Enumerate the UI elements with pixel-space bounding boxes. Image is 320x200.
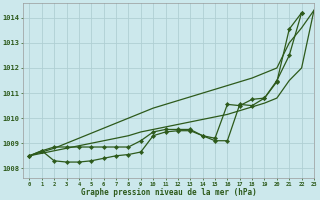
X-axis label: Graphe pression niveau de la mer (hPa): Graphe pression niveau de la mer (hPa) [81, 188, 257, 197]
